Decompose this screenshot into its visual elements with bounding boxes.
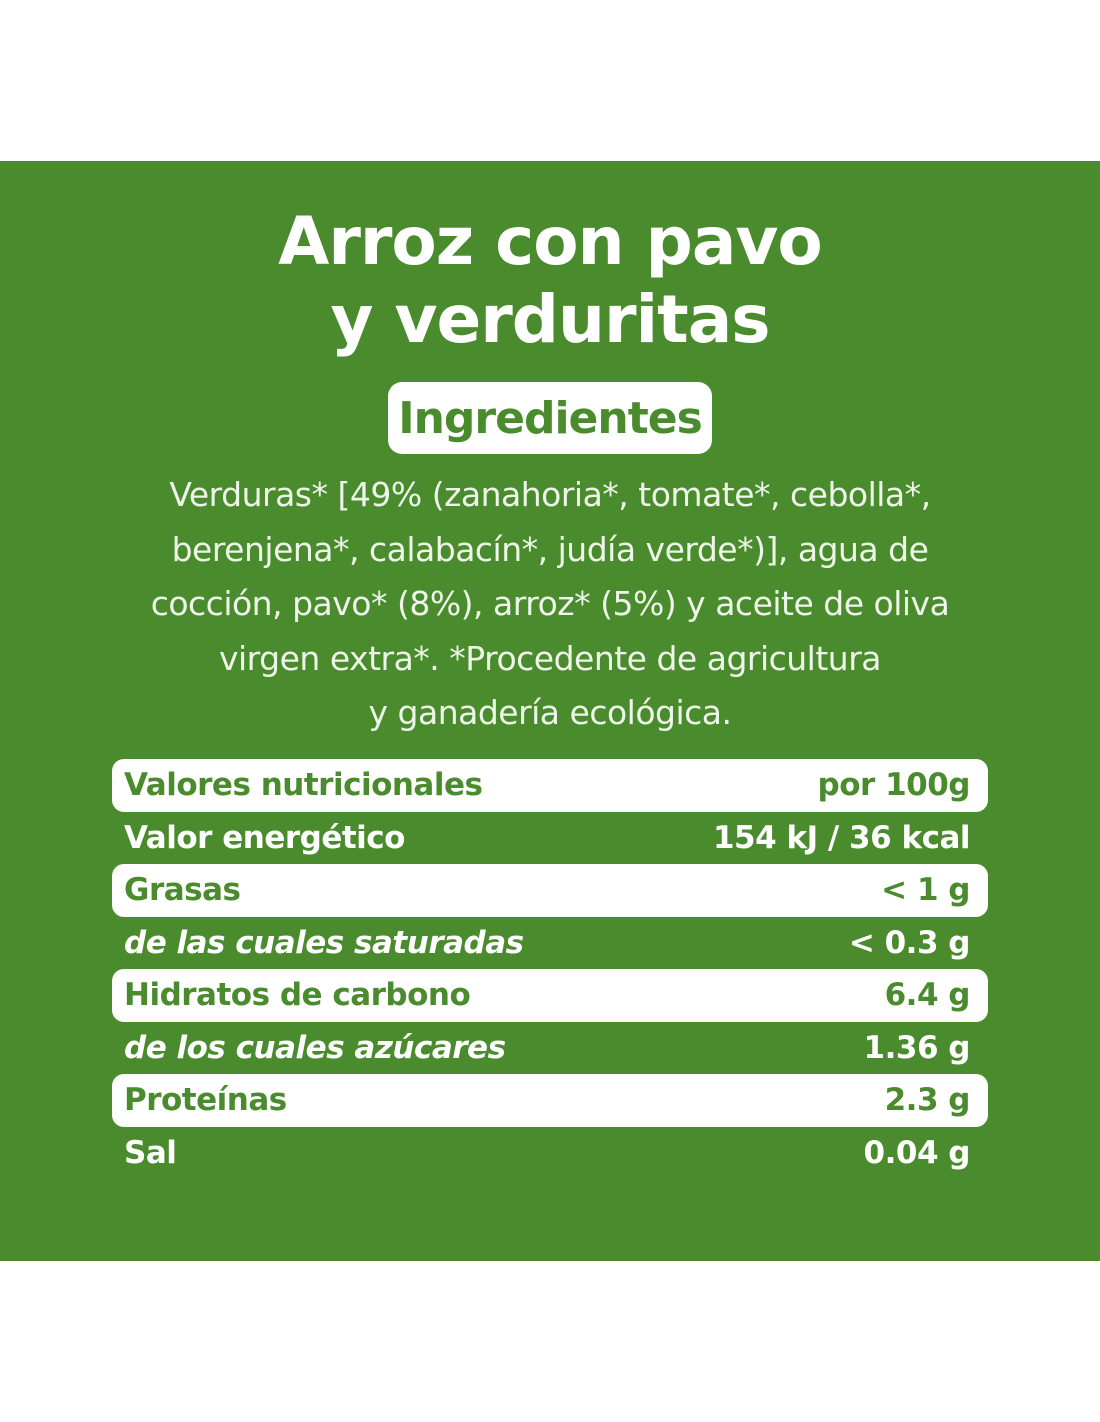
nutrition-label: Valor energético [124,819,405,856]
nutrition-label: de las cuales saturadas [124,924,524,961]
nutrition-panel: Arroz con pavo y verduritas Ingredientes… [0,161,1100,1261]
ingredients-line: y ganadería ecológica. [368,693,733,732]
nutrition-label: de los cuales azúcares [124,1029,506,1066]
nutrition-row-salt: Sal 0.04 g [112,1127,988,1180]
nutrition-value: 1.36 g [863,1029,971,1066]
nutrition-table: Valores nutricionales por 100g Valor ene… [112,759,988,1179]
nutrition-row-fat: Grasas < 1 g [112,864,988,917]
nutrition-value: 0.04 g [863,1134,971,1171]
product-title-line-2: y verduritas [330,281,770,358]
nutrition-row-protein: Proteínas 2.3 g [112,1074,988,1127]
nutrition-label: Sal [124,1134,177,1171]
nutrition-value: 2.3 g [884,1082,971,1119]
ingredients-text: Verduras* [49% (zanahoria*, tomate*, ceb… [130,468,970,741]
nutrition-label: Valores nutricionales [124,767,483,804]
ingredients-line: virgen extra*. *Procedente de agricultur… [218,638,882,678]
product-title-line-1: Arroz con pavo [278,203,823,280]
nutrition-header-row: Valores nutricionales por 100g [112,759,988,812]
nutrition-label: Proteínas [124,1082,287,1119]
nutrition-label: Grasas [124,872,241,909]
nutrition-value: 6.4 g [884,977,971,1014]
nutrition-value: < 0.3 g [848,924,971,961]
nutrition-value: < 1 g [881,872,970,909]
ingredients-line: Verduras* [49% (zanahoria*, tomate*, ceb… [169,475,931,514]
nutrition-row-sugars: de los cuales azúcares 1.36 g [112,1022,988,1075]
ingredients-heading: Ingredientes [388,382,712,454]
ingredients-line: berenjena*, calabacín*, judía verde*)], … [171,529,929,569]
nutrition-row-carbohydrates: Hidratos de carbono 6.4 g [112,969,988,1022]
nutrition-value: por 100g [817,767,971,804]
nutrition-label: Hidratos de carbono [124,977,471,1014]
nutrition-value: 154 kJ / 36 kcal [712,819,971,856]
nutrition-row-energy: Valor energético 154 kJ / 36 kcal [112,812,988,865]
nutrition-row-saturated: de las cuales saturadas < 0.3 g [112,917,988,970]
ingredients-line: cocción, pavo* (8%), arroz* (5%) y aceit… [150,584,950,623]
